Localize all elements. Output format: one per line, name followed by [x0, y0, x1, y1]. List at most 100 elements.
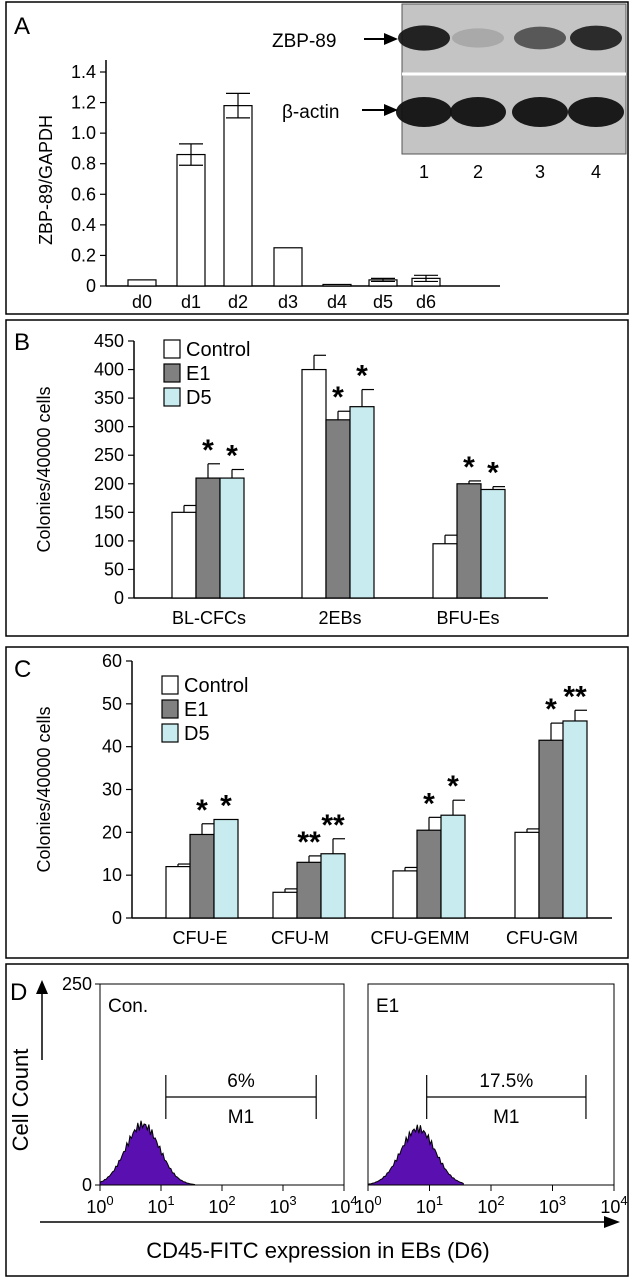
x-tick-label: 102	[477, 1193, 504, 1217]
y-tick-label: 100	[94, 531, 124, 551]
legend-label: D5	[186, 387, 212, 409]
x-tick-label: 102	[208, 1193, 235, 1217]
y-tick-label: 1.0	[71, 123, 96, 143]
significance-marker: *	[487, 457, 499, 490]
blot-band	[398, 25, 450, 51]
x-tick-label: 101	[147, 1193, 174, 1217]
y-tick-label: 40	[102, 737, 122, 757]
y-axis-title: ZBP-89/GAPDH	[36, 115, 56, 245]
significance-marker: *	[545, 693, 557, 726]
bar	[273, 247, 303, 287]
blot-band	[512, 97, 568, 127]
bar	[538, 739, 564, 919]
blot-band	[396, 97, 452, 127]
legend-swatch	[161, 675, 179, 695]
y-tick-label: 0.2	[71, 245, 96, 265]
blot-band	[514, 26, 566, 50]
bar	[416, 829, 442, 919]
histogram-1: 0 250 100 101 102 103 1 0 4 6% M1 Con.	[62, 974, 358, 1217]
x-tick-exponent: 3	[559, 1193, 566, 1208]
y-axis-title: Colonies/40000 cells	[34, 706, 54, 872]
bar	[223, 105, 253, 287]
y-tick-label: 0	[82, 1175, 92, 1195]
y-tick-label: 450	[94, 331, 124, 351]
significance-marker: *	[447, 770, 459, 803]
x-tick-label: d2	[228, 292, 248, 312]
legend-swatch	[161, 723, 179, 743]
y-axis-title: Colonies/40000 cells	[34, 386, 54, 552]
panel-b-letter: B	[14, 329, 30, 356]
y-tick-label: 0.6	[71, 184, 96, 204]
bar	[514, 831, 540, 919]
gate-name: M1	[228, 1107, 254, 1128]
y-tick-label: 250	[94, 445, 124, 465]
bar	[301, 368, 327, 599]
arrow-head	[384, 33, 398, 45]
bar	[213, 818, 239, 919]
x-tick-exponent: 0	[374, 1193, 381, 1208]
bar	[432, 543, 458, 599]
x-tick-exponent: 4	[350, 1193, 357, 1208]
y-tick-label: 0	[114, 588, 124, 608]
x-tick-label: d3	[278, 292, 298, 312]
x-tick-label: CFU-GM	[506, 928, 578, 948]
x-tick-label: 100	[354, 1193, 381, 1217]
x-tick-exponent: 0	[106, 1193, 113, 1208]
x-tick-exponent: 4	[620, 1193, 627, 1208]
subplot-label: E1	[376, 996, 399, 1017]
bar	[171, 511, 197, 599]
bar	[189, 833, 215, 919]
x-tick-exponent: 1	[436, 1193, 443, 1208]
x-tick-label: d6	[416, 292, 436, 312]
bar	[440, 814, 466, 919]
bar	[320, 853, 346, 919]
blot-band	[452, 28, 504, 48]
y-tick-label: 150	[94, 502, 124, 522]
x-arrow-head	[604, 1216, 620, 1228]
bar	[322, 283, 352, 287]
x-tick-label: d1	[181, 292, 201, 312]
panel-d-border	[5, 963, 629, 1277]
x-tick-exponent: 2	[497, 1193, 504, 1208]
y-tick-label: 50	[102, 694, 122, 714]
significance-marker: *	[202, 434, 214, 467]
legend-swatch	[163, 339, 181, 359]
x-tick-label: 101	[416, 1193, 443, 1217]
significance-marker: *	[463, 451, 475, 484]
legend-swatch	[163, 363, 181, 383]
x-tick-label: BFU-Es	[437, 608, 500, 628]
significance-marker: **	[563, 680, 587, 713]
y-tick-label: 350	[94, 388, 124, 408]
bar	[480, 488, 506, 599]
bar	[349, 406, 375, 599]
y-tick-label: 200	[94, 474, 124, 494]
blot-band	[568, 97, 624, 127]
x-tick-label: d4	[327, 292, 347, 312]
histogram-area	[99, 1120, 196, 1186]
bar	[456, 483, 482, 599]
significance-marker: **	[297, 826, 321, 859]
bar	[195, 477, 221, 599]
y-tick-label: 20	[102, 822, 122, 842]
lane-label: 1	[419, 162, 429, 182]
y-arrow-head	[36, 980, 48, 994]
histogram-area	[367, 1124, 464, 1186]
x-tick-label: CFU-M	[271, 928, 329, 948]
panel-d: D Cell Count CD45-FITC expression in EBs (…	[5, 963, 629, 1277]
y-tick-label: 0.4	[71, 215, 96, 235]
arrow-head	[384, 104, 398, 116]
x-tick-label: 103	[539, 1193, 566, 1217]
bar	[325, 419, 351, 599]
bar	[392, 870, 418, 919]
legend-label: Control	[184, 675, 248, 697]
panel-d-letter: D	[10, 979, 27, 1006]
legend-swatch	[161, 699, 179, 719]
x-tick-label: CFU-E	[173, 928, 228, 948]
significance-marker: *	[196, 794, 208, 827]
x-tick-label: 2EBs	[318, 608, 361, 628]
y-tick-label: 0.8	[71, 154, 96, 174]
bar	[296, 861, 322, 919]
panel-b-border	[5, 319, 629, 637]
blot-band	[450, 97, 506, 127]
